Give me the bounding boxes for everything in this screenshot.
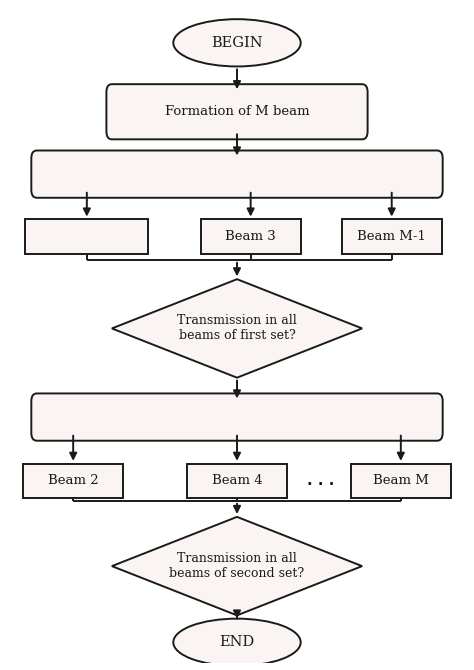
FancyBboxPatch shape (31, 151, 443, 198)
FancyBboxPatch shape (23, 464, 123, 498)
Text: Beam 2: Beam 2 (48, 474, 99, 487)
FancyBboxPatch shape (31, 393, 443, 441)
FancyBboxPatch shape (351, 464, 451, 498)
FancyBboxPatch shape (201, 220, 301, 253)
Text: Beam 4: Beam 4 (212, 474, 262, 487)
Ellipse shape (173, 19, 301, 66)
Text: BEGIN: BEGIN (211, 36, 263, 50)
Text: Transmission in all
beams of first set?: Transmission in all beams of first set? (177, 314, 297, 342)
Text: Beam M: Beam M (373, 474, 429, 487)
Text: Transmission in all
beams of second set?: Transmission in all beams of second set? (169, 552, 305, 580)
FancyBboxPatch shape (187, 464, 287, 498)
Text: . . .: . . . (308, 473, 335, 488)
Text: END: END (219, 635, 255, 649)
Polygon shape (112, 517, 362, 615)
FancyBboxPatch shape (106, 84, 368, 139)
Text: Beam 3: Beam 3 (225, 230, 276, 243)
FancyBboxPatch shape (26, 220, 148, 253)
Text: Beam M-1: Beam M-1 (357, 230, 426, 243)
Ellipse shape (173, 618, 301, 666)
Polygon shape (112, 279, 362, 378)
FancyBboxPatch shape (342, 220, 442, 253)
Text: Formation of M beam: Formation of M beam (164, 105, 310, 119)
